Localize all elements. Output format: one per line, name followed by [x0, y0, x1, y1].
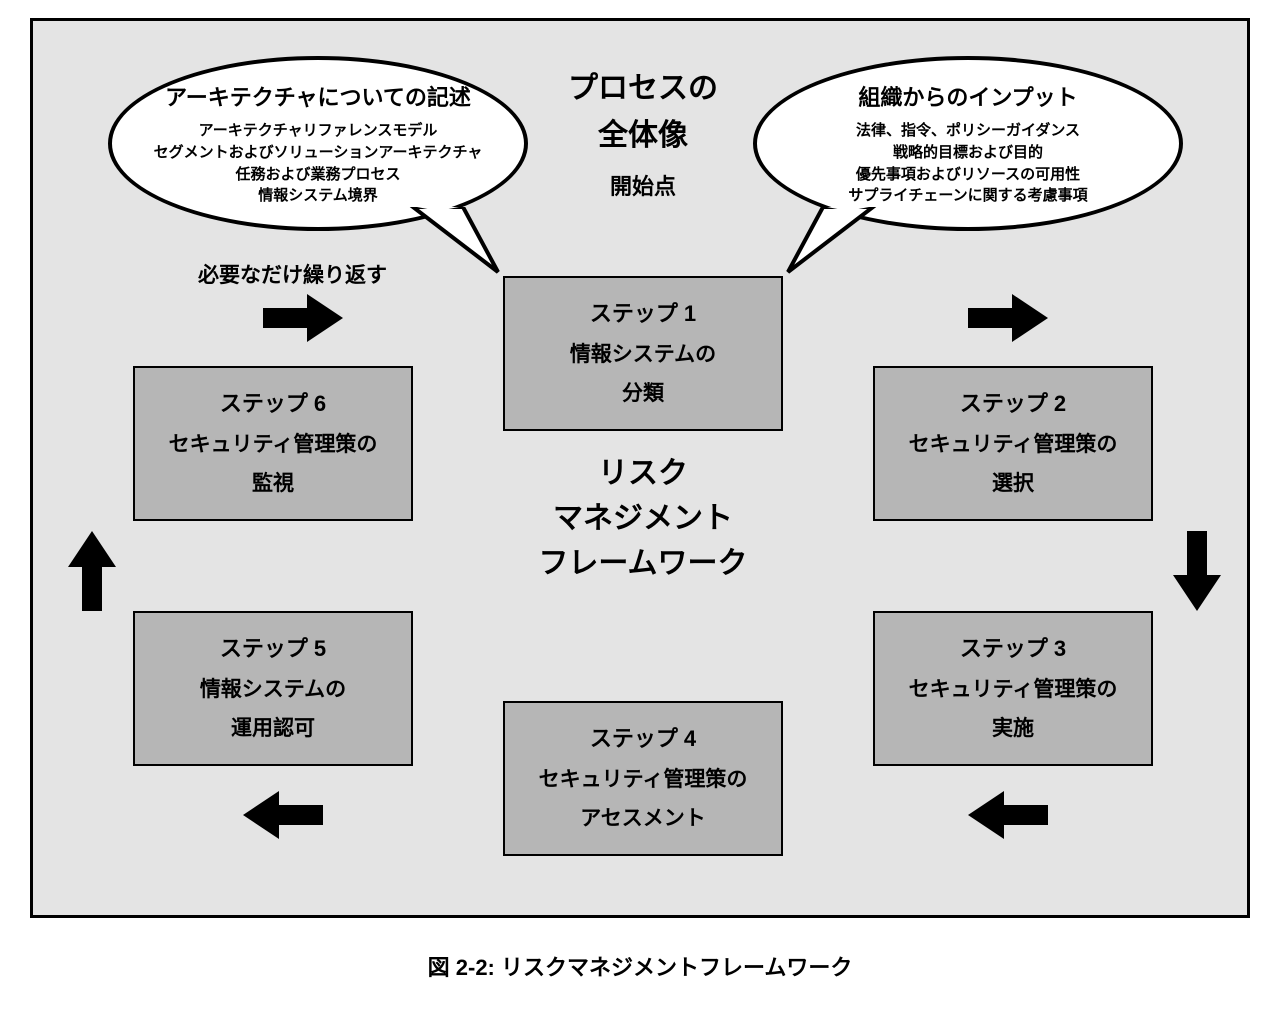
- step-5-l2: 運用認可: [135, 714, 411, 743]
- step-2-l1: セキュリティ管理策の: [875, 430, 1151, 459]
- process-title: プロセスの 全体像: [513, 66, 773, 159]
- step-4-num: ステップ 4: [505, 724, 781, 755]
- bubble-right-l3: 優先事項およびリソースの可用性: [787, 164, 1149, 186]
- bubble-org-input: 組織からのインプット 法律、指令、ポリシーガイダンス 戦略的目標および目的 優先…: [753, 56, 1183, 231]
- step-1-box: ステップ 1 情報システムの 分類: [503, 276, 783, 431]
- step-6-num: ステップ 6: [135, 389, 411, 420]
- repeat-label: 必要なだけ繰り返す: [198, 259, 387, 289]
- bubble-right-tail: [763, 207, 883, 287]
- arrow-1-to-2-icon: [968, 294, 1048, 342]
- step-2-l2: 選択: [875, 469, 1151, 498]
- step-2-num: ステップ 2: [875, 389, 1151, 420]
- step-6-box: ステップ 6 セキュリティ管理策の 監視: [133, 366, 413, 521]
- step-2-box: ステップ 2 セキュリティ管理策の 選択: [873, 366, 1153, 521]
- step-5-l1: 情報システムの: [135, 675, 411, 704]
- mid-3: フレームワーク: [473, 541, 813, 586]
- step-3-num: ステップ 3: [875, 634, 1151, 665]
- framework-title: リスク マネジメント フレームワーク: [473, 451, 813, 586]
- bubble-left-l1: アーキテクチャリファレンスモデル: [142, 120, 494, 142]
- arrow-5-to-6-icon: [68, 531, 116, 611]
- step-3-l1: セキュリティ管理策の: [875, 675, 1151, 704]
- step-4-l2: アセスメント: [505, 804, 781, 833]
- bubble-left-l4: 情報システム境界: [142, 185, 494, 207]
- figure-caption: 図 2-2: リスクマネジメントフレームワーク: [0, 950, 1280, 982]
- step-5-num: ステップ 5: [135, 634, 411, 665]
- step-6-l1: セキュリティ管理策の: [135, 430, 411, 459]
- mid-2: マネジメント: [473, 496, 813, 541]
- step-4-box: ステップ 4 セキュリティ管理策の アセスメント: [503, 701, 783, 856]
- bubble-right-title: 組織からのインプット: [787, 80, 1149, 112]
- step-1-l2: 分類: [505, 379, 781, 408]
- arrow-4-to-5-icon: [243, 791, 323, 839]
- mid-1: リスク: [473, 451, 813, 496]
- arrow-2-to-3-icon: [1173, 531, 1221, 611]
- arrow-repeat-icon: [263, 294, 343, 342]
- bubble-left-title: アーキテクチャについての記述: [142, 80, 494, 112]
- step-6-l2: 監視: [135, 469, 411, 498]
- step-3-box: ステップ 3 セキュリティ管理策の 実施: [873, 611, 1153, 766]
- bubble-architecture: アーキテクチャについての記述 アーキテクチャリファレンスモデル セグメントおよび…: [108, 56, 528, 231]
- start-point-label: 開始点: [513, 169, 773, 201]
- title-top-1: プロセスの: [513, 66, 773, 113]
- arrow-3-to-4-icon: [968, 791, 1048, 839]
- bubble-left-l2: セグメントおよびソリューションアーキテクチャ: [142, 142, 494, 164]
- bubble-right-l4: サプライチェーンに関する考慮事項: [787, 185, 1149, 207]
- bubble-right-l2: 戦略的目標および目的: [787, 142, 1149, 164]
- bubble-left-tail: [403, 207, 523, 287]
- step-4-l1: セキュリティ管理策の: [505, 765, 781, 794]
- bubble-left-l3: 任務および業務プロセス: [142, 164, 494, 186]
- step-1-num: ステップ 1: [505, 299, 781, 330]
- title-top-2: 全体像: [513, 113, 773, 160]
- step-5-box: ステップ 5 情報システムの 運用認可: [133, 611, 413, 766]
- diagram-frame: プロセスの 全体像 開始点 リスク マネジメント フレームワーク アーキテクチャ…: [30, 18, 1250, 918]
- step-3-l2: 実施: [875, 714, 1151, 743]
- bubble-right-l1: 法律、指令、ポリシーガイダンス: [787, 120, 1149, 142]
- step-1-l1: 情報システムの: [505, 340, 781, 369]
